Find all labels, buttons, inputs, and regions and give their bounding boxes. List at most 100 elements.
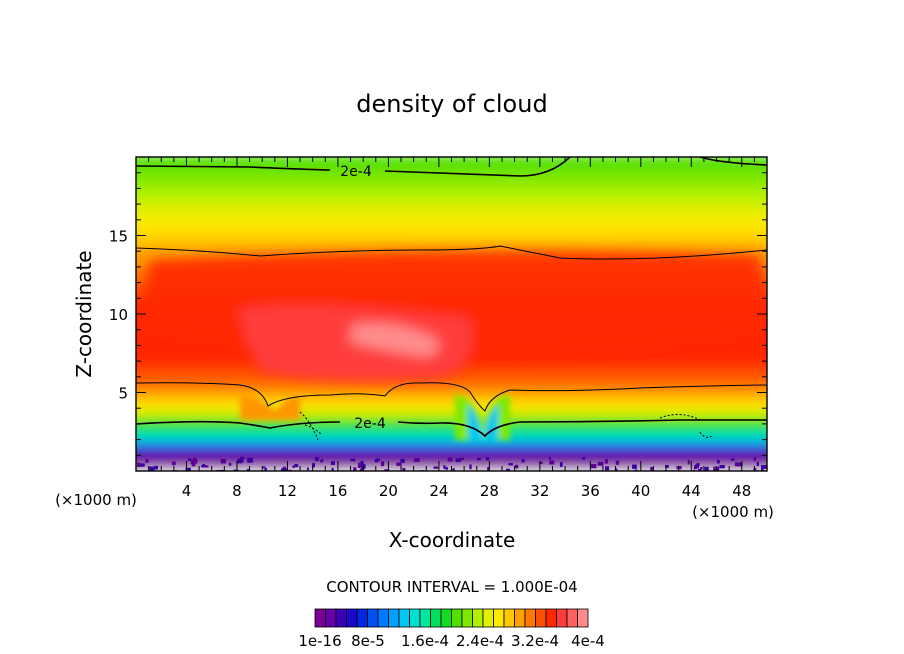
speckle — [137, 462, 141, 468]
speckle — [246, 469, 250, 471]
speckle — [731, 458, 735, 461]
x-tick-label: 8 — [232, 482, 242, 500]
colorbar-swatch — [430, 608, 442, 628]
speckle — [583, 474, 587, 477]
speckle — [604, 459, 608, 464]
speckle — [239, 456, 245, 460]
speckle — [330, 461, 336, 465]
speckle — [359, 468, 365, 471]
density-band-2 — [136, 186, 767, 207]
speckle — [476, 457, 481, 461]
density-band-16 — [136, 415, 767, 426]
chart-title: density of cloud — [356, 90, 547, 118]
speckle — [761, 465, 767, 469]
speckle — [315, 456, 319, 462]
speckle — [633, 475, 635, 478]
speckle — [228, 474, 230, 478]
speckle — [413, 458, 420, 462]
speckle — [487, 467, 490, 471]
density-band-13 — [136, 396, 767, 408]
speckle — [734, 462, 741, 467]
density-band-20 — [136, 436, 767, 445]
speckle — [696, 463, 700, 466]
speckle — [171, 461, 176, 466]
density-band-5 — [136, 233, 767, 251]
colorbar-swatch — [461, 608, 473, 628]
speckle — [149, 466, 155, 471]
speckle — [514, 464, 519, 469]
speckle — [140, 463, 145, 467]
colorbar-swatch — [346, 608, 358, 628]
speckle — [228, 462, 232, 466]
speckle — [312, 463, 315, 468]
colorbar-swatch — [398, 608, 410, 628]
x-tick-label: 48 — [732, 482, 751, 500]
colorbar-swatch — [524, 608, 536, 628]
speckle — [753, 456, 757, 461]
speckle — [281, 472, 284, 474]
colorbar-swatch — [472, 608, 484, 628]
speckle — [292, 465, 295, 468]
speckle — [539, 461, 543, 464]
x-tick-label: 44 — [682, 482, 701, 500]
speckle — [396, 462, 402, 466]
colorbar-swatch — [482, 608, 494, 628]
speckle — [306, 467, 309, 471]
speckle — [582, 457, 586, 460]
speckle — [632, 464, 637, 469]
x-tick-label: 36 — [581, 482, 600, 500]
speckle — [427, 472, 429, 475]
contour-lines — [136, 157, 767, 441]
plot-area: 2e-4 2e-4 — [136, 157, 767, 478]
speckle — [548, 457, 552, 460]
x-tick-label: 28 — [480, 482, 499, 500]
speckle — [201, 465, 207, 468]
speckle — [357, 463, 364, 468]
speckle — [615, 460, 620, 465]
speckle — [614, 468, 618, 471]
y-tick-label: 5 — [118, 385, 128, 403]
y-tick-label: 15 — [109, 228, 128, 246]
density-band-14 — [136, 403, 767, 414]
colorbar-swatch — [545, 608, 557, 628]
contour-label-upper: 2e-4 — [340, 164, 372, 180]
speckle — [331, 467, 334, 471]
speckle — [237, 459, 243, 464]
x-tick-label: 4 — [182, 482, 192, 500]
speckle — [521, 459, 525, 463]
speckle — [220, 459, 227, 464]
contour-label-lower: 2e-4 — [354, 416, 386, 432]
x-tick-label: 12 — [278, 482, 297, 500]
colorbar-swatch — [409, 608, 421, 628]
speckle — [747, 474, 752, 478]
speckle — [665, 464, 669, 468]
x-tick-label: 40 — [631, 482, 650, 500]
density-core — [140, 251, 767, 381]
speckle — [380, 461, 385, 467]
x-tick-label: 20 — [379, 482, 398, 500]
speckle — [508, 463, 513, 466]
x-tick-label: 16 — [328, 482, 347, 500]
density-band-22 — [136, 445, 767, 455]
speckle — [455, 458, 462, 463]
speckle — [460, 457, 465, 461]
speckle — [469, 464, 472, 470]
speckle — [384, 469, 390, 471]
speckle — [190, 459, 195, 465]
density-band-23 — [136, 450, 767, 459]
speckle — [400, 458, 405, 463]
density-band-1 — [136, 170, 767, 191]
density-band-12 — [136, 390, 767, 401]
density-band-19 — [136, 431, 767, 441]
colorbar-swatch — [314, 608, 326, 628]
colorbar-swatch — [325, 608, 337, 628]
speckle — [700, 467, 703, 470]
colorbar-swatch — [503, 608, 515, 628]
speckle — [433, 466, 439, 469]
speckle — [325, 474, 329, 476]
x-tick-label: 24 — [429, 482, 448, 500]
speckle — [262, 466, 266, 469]
speckle — [204, 465, 209, 468]
speckle — [380, 473, 385, 478]
